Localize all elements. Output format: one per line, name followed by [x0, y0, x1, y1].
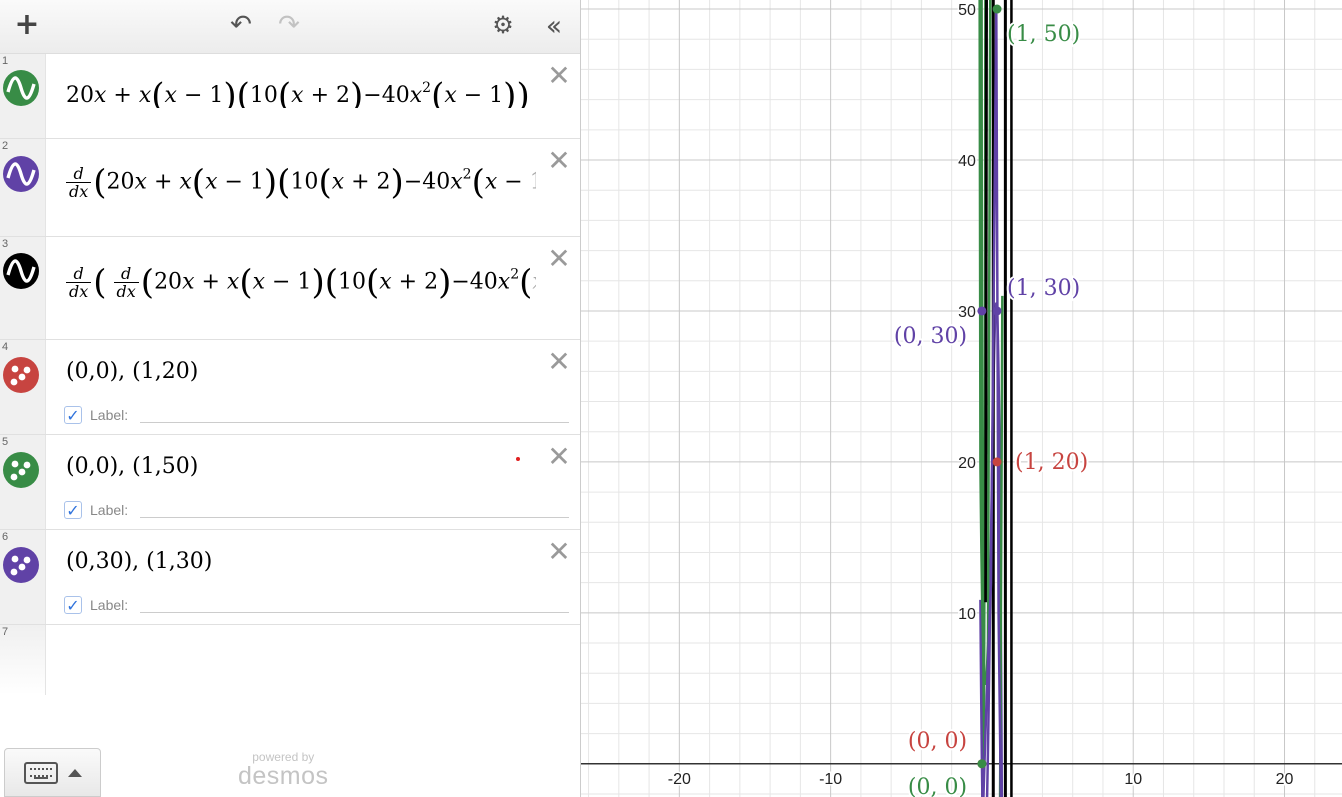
- expression-row[interactable]: 3 d dx( d dx (20x + x(x − 1)(10(x + 2)−40x2…: [0, 237, 580, 340]
- label-input[interactable]: [140, 422, 569, 423]
- checkbox-checked-icon[interactable]: ✓: [64, 406, 82, 425]
- expression-math[interactable]: ddx(20x + x(x − 1)(10(x + 2)−40x2(x − 1: [66, 165, 536, 200]
- point-label: (0, 0): [908, 775, 967, 797]
- expression-math[interactable]: ddx( ddx(20x + x(x − 1)(10(x + 2)−40x2(x: [66, 265, 536, 300]
- label-caption: Label:: [90, 502, 129, 518]
- delete-expression-button[interactable]: ✕: [547, 242, 571, 275]
- gear-icon: ⚙: [492, 11, 514, 39]
- label-toggle[interactable]: ✓ Label:: [64, 595, 128, 615]
- expression-gutter: 5: [0, 435, 46, 529]
- expression-math[interactable]: 20x + x(x − 1)(10(x + 2)−40x2(x − 1)): [66, 80, 530, 108]
- x-tick-label: 20: [1276, 771, 1294, 788]
- graph-toggle-icon[interactable]: [3, 156, 39, 192]
- expression-math[interactable]: (0,0), (1,50): [66, 454, 199, 479]
- point-label: (1, 30): [1007, 276, 1080, 301]
- label-toggle[interactable]: ✓ Label:: [64, 500, 128, 520]
- undo-button[interactable]: ↶: [224, 10, 258, 40]
- delete-expression-button[interactable]: ✕: [547, 345, 571, 378]
- checkbox-checked-icon[interactable]: ✓: [64, 501, 82, 520]
- double-chevron-left-icon: ‹‹: [545, 8, 563, 42]
- undo-icon: ↶: [230, 10, 252, 40]
- label-caption: Label:: [90, 407, 129, 423]
- empty-expression-row[interactable]: 7: [0, 625, 580, 695]
- graph-toggle-icon[interactable]: [3, 253, 39, 289]
- expression-index: 3: [2, 238, 9, 250]
- expression-index: 5: [2, 436, 9, 448]
- delete-expression-button[interactable]: ✕: [547, 535, 571, 568]
- label-toggle[interactable]: ✓ Label:: [64, 405, 128, 425]
- points-toggle-icon[interactable]: [3, 547, 39, 583]
- expression-math[interactable]: (0,0), (1,20): [66, 359, 199, 384]
- expression-gutter: 3: [0, 237, 46, 339]
- expression-index: 6: [2, 531, 9, 543]
- add-item-button[interactable]: +: [10, 10, 44, 40]
- expression-gutter: 2: [0, 139, 46, 236]
- expression-gutter: 1: [0, 54, 46, 138]
- redo-button[interactable]: ↷: [272, 10, 306, 40]
- graph-background: [581, 0, 1342, 797]
- label-input[interactable]: [140, 612, 569, 613]
- plus-icon: +: [14, 7, 40, 42]
- expression-gutter: 7: [0, 625, 46, 695]
- expression-index: 2: [2, 140, 9, 152]
- keyboard-icon: [23, 761, 58, 784]
- delete-expression-button[interactable]: ✕: [547, 440, 571, 473]
- expression-index: 7: [2, 626, 9, 638]
- collapse-panel-button[interactable]: ‹‹: [534, 8, 568, 42]
- expression-row[interactable]: 5 (0,0), (1,50) ✓ Label: ✕: [0, 435, 580, 530]
- point-label: (0, 30): [894, 324, 967, 349]
- expression-row[interactable]: 4 (0,0), (1,20) ✓ Label: ✕: [0, 340, 580, 435]
- data-point: [977, 759, 987, 769]
- y-tick-label: 20: [958, 455, 976, 472]
- checkbox-checked-icon[interactable]: ✓: [64, 596, 82, 615]
- black-curve: [984, 0, 988, 603]
- expression-math[interactable]: (0,30), (1,30): [66, 549, 213, 574]
- expression-gutter: 4: [0, 340, 46, 434]
- graph-canvas[interactable]: (1, 50) (1, 30) (0, 30) (1, 20) (0, 0) (0, 0)…: [581, 0, 1342, 797]
- expression-panel: + ↶ ↷ ⚙ ‹‹ 1 20x + x(x − 1)(10(x + 2)−40…: [0, 0, 581, 797]
- y-tick-label: 30: [958, 304, 976, 321]
- expression-list: 1 20x + x(x − 1)(10(x + 2)−40x2(x − 1)) …: [0, 54, 580, 695]
- data-point: [977, 306, 987, 316]
- points-toggle-icon[interactable]: [3, 452, 39, 488]
- expression-index: 4: [2, 341, 9, 353]
- data-point: [992, 306, 1002, 316]
- purple-curve: [982, 9, 1003, 797]
- redo-icon: ↷: [278, 10, 300, 40]
- powered-by-desmos[interactable]: powered by desmos: [238, 750, 329, 790]
- data-point: [992, 457, 1002, 467]
- caret-up-icon: [67, 768, 82, 777]
- expression-toolbar: + ↶ ↷ ⚙ ‹‹: [0, 0, 580, 54]
- desmos-logo: desmos: [238, 762, 329, 790]
- expression-gutter: 6: [0, 530, 46, 624]
- expression-row[interactable]: 2 d dx (20x + x(x − 1)(10(x + 2)−40x2(x − …: [0, 139, 580, 237]
- graph-toggle-icon[interactable]: [3, 70, 39, 106]
- y-tick-label: 40: [958, 153, 976, 170]
- y-tick-label: 10: [958, 606, 976, 623]
- settings-button[interactable]: ⚙: [486, 10, 520, 40]
- powered-by-text: powered by: [252, 750, 315, 764]
- expression-row[interactable]: 6 (0,30), (1,30) ✓ Label: ✕: [0, 530, 580, 625]
- label-caption: Label:: [90, 597, 129, 613]
- points-toggle-icon[interactable]: [3, 357, 39, 393]
- label-input[interactable]: [140, 517, 569, 518]
- expression-index: 1: [2, 55, 9, 67]
- point-label: (0, 0): [908, 729, 967, 754]
- delete-expression-button[interactable]: ✕: [547, 59, 571, 92]
- red-dot: [516, 457, 520, 461]
- x-tick-label: 10: [1124, 771, 1142, 788]
- delete-expression-button[interactable]: ✕: [547, 144, 571, 177]
- y-tick-label: 50: [958, 2, 976, 19]
- keypad-toggle-button[interactable]: [4, 748, 101, 797]
- graph-paper[interactable]: (1, 50) (1, 30) (0, 30) (1, 20) (0, 0) (0, 0)…: [581, 0, 1342, 797]
- x-tick-label: -20: [668, 771, 691, 788]
- point-label: (1, 20): [1015, 450, 1088, 475]
- data-point: [992, 4, 1002, 14]
- expression-row[interactable]: 1 20x + x(x − 1)(10(x + 2)−40x2(x − 1)) …: [0, 54, 580, 139]
- point-label: (1, 50): [1007, 22, 1080, 47]
- x-tick-label: -10: [819, 771, 842, 788]
